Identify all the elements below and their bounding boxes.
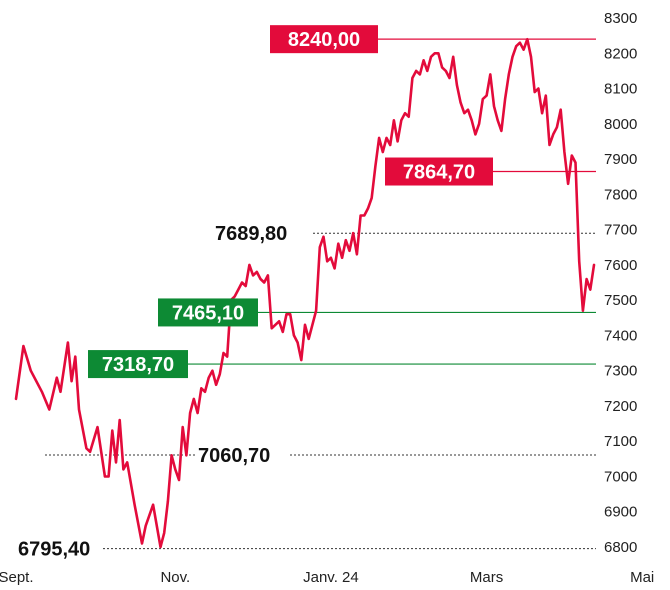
y-tick-label: 7400 — [604, 327, 637, 344]
x-tick-label: Mars — [470, 569, 503, 586]
x-tick-label: Sept. — [0, 569, 34, 586]
y-tick-label: 7500 — [604, 292, 637, 309]
reference-label: 6795,40 — [18, 539, 90, 561]
y-tick-label: 8200 — [604, 45, 637, 62]
y-tick-label: 7100 — [604, 433, 637, 450]
reference-label-box — [88, 350, 188, 379]
reference-label: 7060,70 — [198, 445, 270, 467]
x-axis: Sept. Nov. Janv. 24 Mars Mai — [0, 569, 654, 586]
reference-label: 7318,70 — [102, 354, 174, 376]
y-tick-label: 7000 — [604, 468, 637, 485]
reference-label: 7864,70 — [403, 162, 475, 184]
reference-label-box — [385, 157, 493, 186]
reference-label-box — [158, 298, 258, 327]
x-tick-label: Mai — [630, 569, 654, 586]
reference-label: 7465,10 — [172, 302, 244, 324]
reference-label-box — [270, 25, 378, 54]
reference-label: 8240,00 — [288, 29, 360, 51]
reference-label: 7689,80 — [215, 223, 287, 245]
y-tick-label: 8300 — [604, 10, 637, 27]
y-tick-label: 7600 — [604, 257, 637, 274]
price-series-line — [14, 37, 596, 549]
y-tick-label: 8000 — [604, 116, 637, 133]
y-tick-label: 7200 — [604, 398, 637, 415]
price-line-layer — [14, 37, 596, 549]
x-tick-label: Janv. 24 — [303, 569, 359, 586]
y-tick-label: 8100 — [604, 81, 637, 98]
reference-labels: 8240,00 7864,70 7689,80 7465,10 7318,70 7060,… — [18, 25, 493, 561]
y-axis: 6800 6900 7000 7100 7200 7300 7400 7500 7600 7700… — [604, 10, 637, 556]
y-tick-label: 7800 — [604, 186, 637, 203]
y-tick-label: 7900 — [604, 151, 637, 168]
y-tick-label: 7700 — [604, 222, 637, 239]
y-tick-label: 6800 — [604, 539, 637, 556]
y-tick-label: 6900 — [604, 504, 637, 521]
y-tick-label: 7300 — [604, 363, 637, 380]
x-tick-label: Nov. — [160, 569, 190, 586]
